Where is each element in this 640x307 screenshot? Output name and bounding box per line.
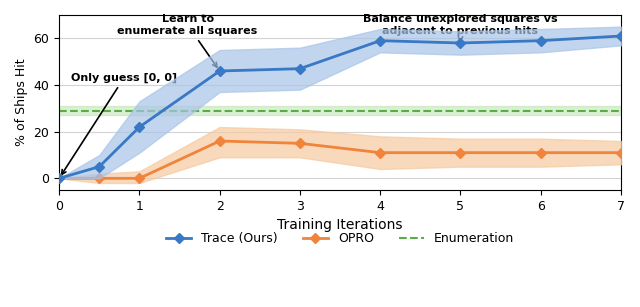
Text: Balance unexplored squares vs
adjacent to previous hits: Balance unexplored squares vs adjacent t… (363, 14, 558, 42)
Legend: Trace (Ours), OPRO, Enumeration: Trace (Ours), OPRO, Enumeration (161, 227, 519, 250)
X-axis label: Training Iterations: Training Iterations (277, 218, 403, 232)
Y-axis label: % of Ships Hit: % of Ships Hit (15, 59, 28, 146)
Text: Learn to
enumerate all squares: Learn to enumerate all squares (118, 14, 258, 67)
Text: Only guess [0, 0]: Only guess [0, 0] (61, 72, 177, 174)
